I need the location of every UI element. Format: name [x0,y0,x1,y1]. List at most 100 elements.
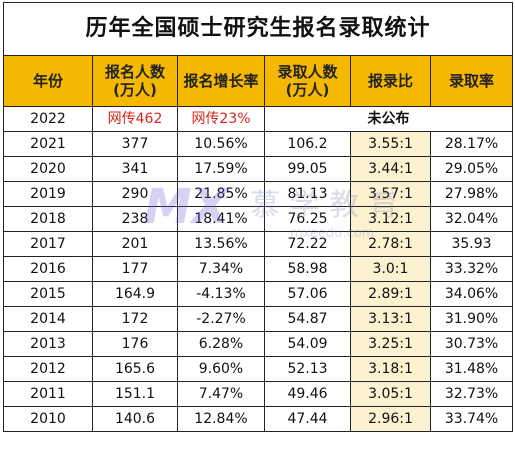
cell-applicants: 341 [92,156,178,182]
header-applicants-line2: (万人) [113,81,157,99]
cell-year: 2012 [3,356,93,382]
cell-admitted: 57.06 [264,281,351,307]
header-applicants-line1: 报名人数 [104,63,165,81]
table-row: 2016 177 7.34% 58.98 3.0:1 33.32% [3,256,514,282]
cell-rate: 31.90% [429,306,514,332]
cell-rate: 32.73% [429,381,514,407]
cell-year: 2014 [3,306,93,332]
cell-rate: 28.17% [429,131,514,157]
table-row: 2012 165.6 9.60% 52.13 3.18:1 31.48% [3,356,514,382]
table-row: 2010 140.6 12.84% 47.44 2.96:1 33.74% [3,406,514,432]
cell-year: 2019 [3,181,93,207]
cell-ratio: 3.57:1 [350,181,431,207]
cell-growth: 7.47% [177,381,265,407]
cell-year: 2013 [3,331,93,357]
cell-unpublished: 未公布 [263,106,514,132]
cell-applicants: 151.1 [92,381,178,407]
cell-year: 2017 [3,231,93,257]
cell-year: 2020 [3,156,93,182]
cell-admitted: 81.13 [264,181,351,207]
cell-applicants: 网传462 [92,106,178,132]
cell-applicants: 238 [92,206,178,232]
table-row: 2021 377 10.56% 106.2 3.55:1 28.17% [3,131,514,157]
cell-applicants: 165.6 [92,356,178,382]
header-row: 年份 报名人数 (万人) 报名增长率 录取人数 (万人) 报录比 录取率 [3,55,514,107]
cell-growth: 7.34% [177,256,265,282]
cell-rate: 33.32% [429,256,514,282]
table-row: 2019 290 21.85% 81.13 3.57:1 27.98% [3,181,514,207]
cell-ratio: 2.78:1 [350,231,431,257]
cell-year: 2018 [3,206,93,232]
cell-rate: 30.73% [429,331,514,357]
cell-ratio: 3.13:1 [350,306,431,332]
cell-ratio: 3.05:1 [350,381,431,407]
cell-ratio: 2.89:1 [350,281,431,307]
header-rate: 录取率 [429,55,514,107]
table-row: 2018 238 18.41% 76.25 3.12:1 32.04% [3,206,514,232]
cell-growth: 13.56% [177,231,265,257]
header-applicants: 报名人数 (万人) [92,55,178,107]
cell-growth: -2.27% [177,306,265,332]
header-ratio: 报录比 [350,55,431,107]
cell-applicants: 290 [92,181,178,207]
cell-admitted: 99.05 [264,156,351,182]
cell-growth: 17.59% [177,156,265,182]
cell-admitted: 54.09 [264,331,351,357]
cell-rate: 33.74% [429,406,514,432]
cell-year: 2022 [3,106,93,132]
header-growth: 报名增长率 [177,55,265,107]
cell-rate: 27.98% [429,181,514,207]
cell-year: 2021 [3,131,93,157]
table-row: 2015 164.9 -4.13% 57.06 2.89:1 34.06% [3,281,514,307]
cell-ratio: 2.96:1 [350,406,431,432]
cell-admitted: 47.44 [264,406,351,432]
cell-rate: 32.04% [429,206,514,232]
table-title: 历年全国硕士研究生报名录取统计 [2,2,514,56]
cell-growth: 18.41% [177,206,265,232]
cell-admitted: 76.25 [264,206,351,232]
cell-growth: 6.28% [177,331,265,357]
cell-ratio: 3.25:1 [350,331,431,357]
cell-year: 2010 [3,406,93,432]
cell-applicants: 201 [92,231,178,257]
cell-growth: 9.60% [177,356,265,382]
table-row: 2011 151.1 7.47% 49.46 3.05:1 32.73% [3,381,514,407]
cell-growth: 21.85% [177,181,265,207]
cell-year: 2016 [3,256,93,282]
cell-ratio: 3.18:1 [350,356,431,382]
header-admitted-line1: 录取人数 [277,63,338,81]
cell-growth: 10.56% [177,131,265,157]
cell-rate: 31.48% [429,356,514,382]
table-row: 2020 341 17.59% 99.05 3.44:1 29.05% [3,156,514,182]
table-row: 2013 176 6.28% 54.09 3.25:1 30.73% [3,331,514,357]
cell-applicants: 177 [92,256,178,282]
header-year: 年份 [3,55,93,107]
cell-admitted: 49.46 [264,381,351,407]
cell-growth: -4.13% [177,281,265,307]
cell-applicants: 140.6 [92,406,178,432]
cell-applicants: 377 [92,131,178,157]
cell-admitted: 54.87 [264,306,351,332]
cell-growth: 12.84% [177,406,265,432]
cell-rate: 29.05% [429,156,514,182]
table-row-2022: 2022 网传462 网传23% 未公布 [3,106,514,132]
cell-admitted: 52.13 [264,356,351,382]
cell-admitted: 72.22 [264,231,351,257]
stats-table: 历年全国硕士研究生报名录取统计 年份 报名人数 (万人) 报名增长率 录取人数 … [2,2,514,432]
table-row: 2014 172 -2.27% 54.87 3.13:1 31.90% [3,306,514,332]
header-admitted: 录取人数 (万人) [264,55,351,107]
cell-ratio: 3.12:1 [350,206,431,232]
table-row: 2017 201 13.56% 72.22 2.78:1 35.93 [3,231,514,257]
cell-year: 2011 [3,381,93,407]
cell-ratio: 3.55:1 [350,131,431,157]
cell-rate: 35.93 [429,231,514,257]
cell-admitted: 58.98 [264,256,351,282]
header-admitted-line2: (万人) [285,81,330,99]
cell-rate: 34.06% [429,281,514,307]
cell-admitted: 106.2 [264,131,351,157]
cell-applicants: 176 [92,331,178,357]
cell-applicants: 172 [92,306,178,332]
cell-year: 2015 [3,281,93,307]
cell-applicants: 164.9 [92,281,178,307]
